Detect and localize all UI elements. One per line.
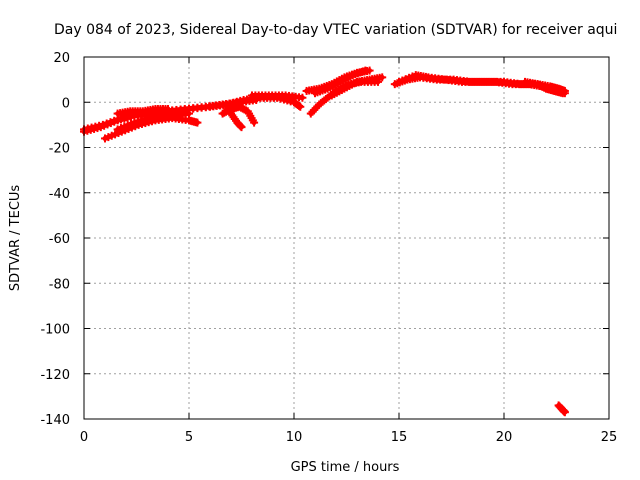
y-tick-label: -80 xyxy=(49,277,70,292)
data-point xyxy=(98,120,107,129)
y-tick-label: -20 xyxy=(49,142,70,157)
data-point xyxy=(185,109,193,118)
x-tick-label: 5 xyxy=(185,430,193,445)
data-point xyxy=(296,102,305,111)
y-tick-label: -100 xyxy=(40,323,70,338)
chart-title: Day 084 of 2023, Sidereal Day-to-day VTE… xyxy=(54,22,617,38)
x-axis-label: GPS time / hours xyxy=(291,460,400,475)
data-point xyxy=(250,118,259,127)
data-point xyxy=(237,123,246,132)
data-point xyxy=(102,119,111,128)
x-tick-label: 15 xyxy=(391,430,408,445)
x-tick-label: 10 xyxy=(286,430,303,445)
data-point xyxy=(298,93,307,102)
grid-lines xyxy=(84,57,609,419)
x-tick-label: 0 xyxy=(80,430,88,445)
data-series xyxy=(80,66,569,417)
data-point xyxy=(560,408,569,417)
data-point xyxy=(106,118,115,127)
data-point xyxy=(110,116,119,125)
y-tick-label: -140 xyxy=(40,413,70,428)
y-tick-label: -40 xyxy=(49,187,70,202)
data-point xyxy=(560,89,569,98)
y-tick-label: -120 xyxy=(40,368,70,383)
x-tick-label: 20 xyxy=(496,430,513,445)
data-point xyxy=(378,73,387,82)
y-tick-label: -60 xyxy=(49,232,70,247)
data-point xyxy=(193,118,202,127)
axis-ticks: 0 5 10 15 20 25 20 0 -20 -40 -60 -80 -100 -120 -140 xyxy=(40,51,617,445)
y-axis-label: SDTVAR / TECUs xyxy=(8,185,23,292)
y-tick-label: 20 xyxy=(53,51,70,66)
data-point xyxy=(361,66,370,75)
x-tick-label: 25 xyxy=(601,430,618,445)
y-tick-label: 0 xyxy=(62,96,70,111)
